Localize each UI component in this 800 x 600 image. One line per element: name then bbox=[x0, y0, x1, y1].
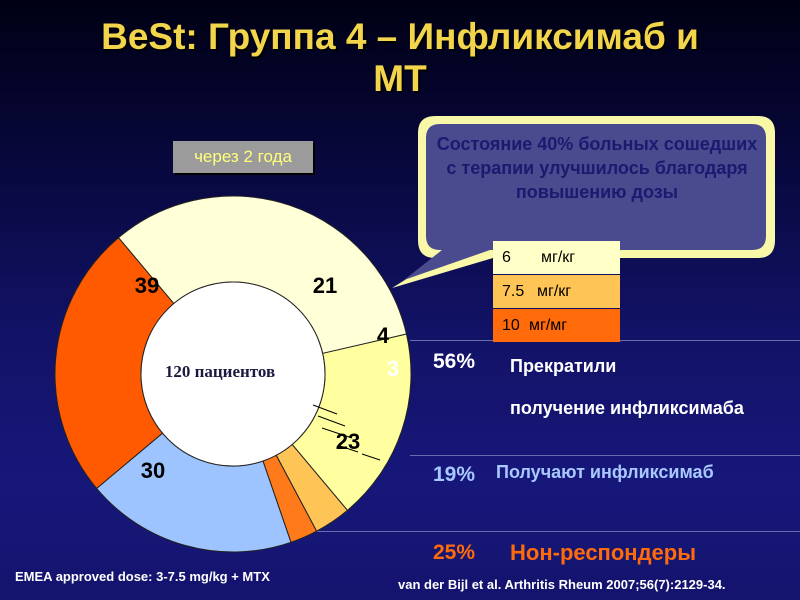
donut-slice-label: 21 bbox=[313, 273, 337, 298]
dose-unit: мг/кг bbox=[541, 249, 576, 266]
segment-tick-marks bbox=[312, 404, 381, 461]
callout-text: Состояние 40% больных сошедших с терапии… bbox=[436, 134, 758, 202]
group-percent-stopped: 56% bbox=[433, 350, 476, 373]
page-title-line2: МТ bbox=[373, 58, 427, 99]
page-title: BeSt: Группа 4 – Инфликсимаб и МТ bbox=[0, 16, 800, 100]
dose-row: 7.5 мг/кг bbox=[493, 275, 620, 308]
dose-value: 6 bbox=[502, 249, 511, 266]
footer-citation: van der Bijl et al. Arthritis Rheum 2007… bbox=[398, 577, 726, 592]
group-percent-continuing: 19% bbox=[433, 463, 476, 486]
dose-unit: мг/кг bbox=[537, 283, 572, 300]
donut-slice-labels: 21 4 3 23 30 39 bbox=[135, 273, 399, 483]
group-label-stopped-line2: получение инфликсимаба bbox=[510, 398, 744, 418]
dose-value: 10 bbox=[502, 317, 520, 334]
dose-value: 7.5 bbox=[502, 283, 525, 300]
page-title-line1: BeSt: Группа 4 – Инфликсимаб и bbox=[101, 16, 699, 57]
donut-slice-label: 3 bbox=[387, 356, 399, 381]
group-label-continuing: Получают инфликсимаб bbox=[496, 462, 714, 482]
donut-hole bbox=[140, 281, 326, 467]
donut-slices bbox=[54, 195, 412, 553]
group-label-stopped-line1: Прекратили bbox=[510, 356, 617, 376]
dose-row: 10 мг/мг bbox=[493, 309, 620, 342]
donut-slice-label: 23 bbox=[336, 429, 360, 454]
donut-slice-label: 39 bbox=[135, 273, 159, 298]
dose-unit: мг/мг bbox=[529, 317, 568, 334]
footer-dose-note: EMEA approved dose: 3-7.5 mg/kg + MTX bbox=[15, 569, 270, 584]
donut-center-label: 120 пациентов bbox=[165, 362, 275, 381]
donut-slice-label: 30 bbox=[141, 458, 165, 483]
divider-line bbox=[300, 531, 800, 532]
dose-row: 6 мг/кг bbox=[493, 241, 620, 274]
divider-line bbox=[410, 455, 800, 456]
donut-slice-label: 4 bbox=[377, 323, 390, 348]
group-percent-nonresponders: 25% bbox=[433, 541, 476, 564]
group-label-nonresponders: Нон-респондеры bbox=[510, 540, 697, 565]
time-badge: через 2 года bbox=[173, 141, 313, 173]
